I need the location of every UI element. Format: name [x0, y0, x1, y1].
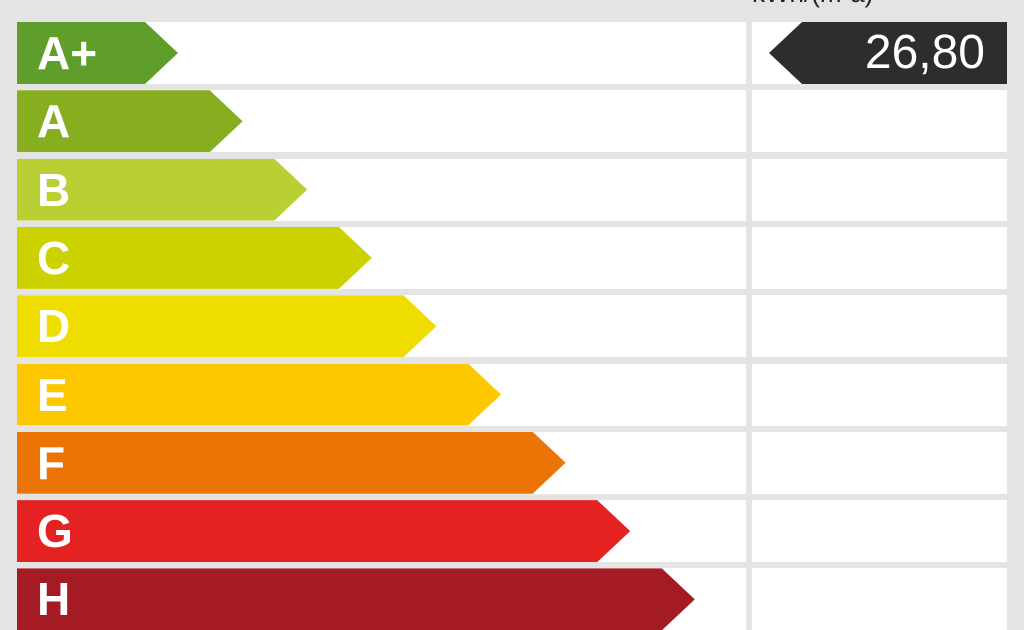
energy-class-label: A+ — [37, 27, 98, 79]
value-cell — [752, 90, 1007, 153]
energy-class-row: C — [17, 226, 746, 289]
energy-class-bar-e: E — [17, 364, 501, 426]
value-cell — [752, 158, 1007, 221]
value-indicator: 26,80 — [769, 22, 1007, 84]
energy-class-label: E — [37, 368, 68, 421]
energy-class-bar-f: F — [17, 432, 566, 494]
energy-class-row: E — [17, 363, 746, 426]
energy-class-bar-a: A — [17, 90, 243, 152]
energy-class-label: C — [37, 231, 71, 284]
energy-class-row: F — [17, 431, 746, 494]
value-cell — [752, 226, 1007, 289]
value-cell — [752, 295, 1007, 358]
energy-class-row: A — [17, 90, 746, 153]
energy-class-bar-c: C — [17, 227, 372, 289]
value-cell — [752, 431, 1007, 494]
energy-class-bar-d: D — [17, 295, 436, 357]
value-text: 26,80 — [864, 26, 985, 79]
value-cell — [752, 363, 1007, 426]
energy-class-label: A — [37, 95, 71, 148]
energy-class-bar-h: H — [17, 568, 695, 630]
value-cell: 26,80 — [752, 22, 1007, 84]
energy-class-label: D — [37, 300, 71, 353]
value-cell — [752, 568, 1007, 630]
energy-class-row: G — [17, 500, 746, 563]
energy-class-row: A+ — [17, 22, 746, 84]
energy-class-bar-b: B — [17, 159, 307, 221]
energy-class-row: H — [17, 568, 746, 630]
value-cell — [752, 500, 1007, 563]
energy-class-label: B — [37, 163, 71, 216]
energy-class-row: B — [17, 158, 746, 221]
unit-label: kWh/(m²a) — [752, 0, 873, 9]
energy-class-bar-g: G — [17, 500, 630, 562]
energy-class-label: F — [37, 436, 66, 489]
energy-class-label: H — [37, 573, 71, 626]
energy-class-row: D — [17, 295, 746, 358]
energy-class-label: G — [37, 505, 73, 558]
energy-class-bar-a-plus: A+ — [17, 22, 178, 84]
